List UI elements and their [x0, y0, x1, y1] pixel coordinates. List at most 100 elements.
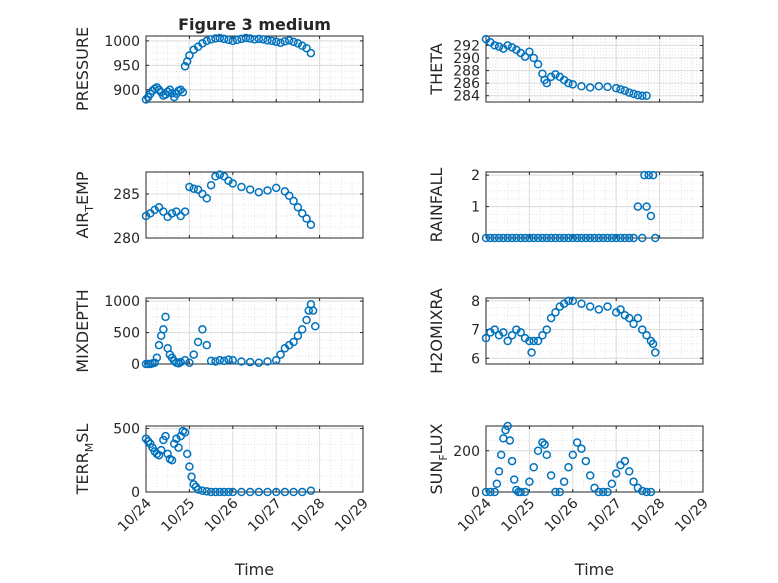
data-point	[492, 479, 502, 488]
data-point	[219, 172, 229, 181]
data-point	[293, 39, 303, 48]
data-point	[624, 88, 634, 97]
y-axis-label: THETA	[427, 43, 446, 95]
data-point	[551, 233, 560, 243]
x-tick-label: 10/28	[289, 496, 329, 536]
y-tick-label: 1000	[104, 34, 140, 50]
data-point	[564, 296, 573, 306]
axes-frame	[485, 35, 704, 103]
data-point	[152, 83, 162, 92]
data-point	[156, 445, 166, 455]
data-point	[577, 82, 586, 91]
data-point	[154, 85, 164, 95]
data-point	[529, 53, 538, 63]
data-point	[486, 487, 495, 497]
data-point	[211, 34, 220, 43]
data-point	[289, 337, 298, 347]
data-point	[590, 233, 599, 243]
data-point	[280, 37, 290, 46]
data-point	[237, 487, 246, 497]
data-point	[542, 325, 552, 334]
data-point	[150, 358, 159, 367]
data-point	[616, 85, 625, 94]
data-point	[499, 328, 508, 337]
data-point	[538, 233, 547, 243]
data-point	[490, 487, 499, 497]
y-tick-label: 1000	[104, 294, 140, 310]
data-point	[289, 37, 298, 47]
data-point	[237, 357, 246, 366]
data-point	[598, 233, 608, 243]
data-point	[159, 325, 168, 334]
data-point	[245, 487, 255, 497]
data-point	[624, 313, 634, 323]
x-tick-label: 10/24	[115, 495, 155, 535]
data-point	[490, 233, 499, 243]
x-tick-label: 10/29	[672, 496, 712, 536]
series-markers	[481, 34, 651, 100]
data-point	[271, 37, 281, 47]
x-tick-label: 10/24	[455, 495, 495, 535]
data-point	[620, 86, 630, 95]
data-point	[152, 353, 162, 362]
x-tick-label: 10/27	[245, 496, 285, 536]
data-point	[228, 487, 238, 497]
data-point	[215, 170, 225, 179]
data-point	[581, 233, 591, 243]
data-point	[620, 233, 630, 243]
data-point	[161, 312, 170, 322]
data-point	[206, 487, 216, 497]
data-point	[490, 41, 499, 50]
data-point	[267, 36, 277, 46]
series-markers	[141, 300, 320, 369]
data-point	[585, 83, 595, 92]
data-point	[185, 182, 194, 192]
data-point	[254, 487, 264, 497]
data-point	[215, 33, 225, 43]
data-point	[624, 467, 634, 476]
data-point	[284, 36, 294, 45]
data-point	[263, 357, 272, 366]
data-point	[306, 220, 316, 230]
y-tick-label: 500	[113, 326, 140, 342]
x-axis-label: Time	[574, 560, 614, 579]
data-point	[648, 170, 658, 180]
data-point	[193, 185, 203, 194]
data-point	[505, 436, 515, 445]
data-point	[293, 331, 303, 340]
data-point	[616, 233, 625, 243]
data-point	[159, 207, 168, 216]
data-point	[276, 350, 285, 359]
y-axis-label: SUNFLUX	[427, 423, 450, 494]
y-tick-label: 284	[453, 89, 480, 105]
data-point	[637, 91, 647, 100]
data-point	[512, 233, 521, 243]
x-tick-label: 10/26	[202, 495, 242, 535]
data-point	[568, 450, 578, 460]
data-point	[198, 39, 207, 48]
data-point	[529, 463, 538, 472]
y-tick-label: 8	[471, 294, 480, 310]
data-point	[176, 357, 185, 367]
data-point	[193, 337, 203, 347]
data-point	[254, 358, 264, 367]
data-point	[293, 202, 303, 212]
data-point	[198, 325, 207, 334]
data-point	[302, 43, 311, 53]
data-point	[187, 472, 196, 482]
data-point	[308, 306, 318, 315]
data-point	[568, 233, 578, 243]
data-point	[154, 450, 164, 460]
data-point	[167, 456, 177, 465]
data-point	[616, 305, 625, 314]
data-point	[311, 322, 320, 331]
series-markers	[141, 170, 316, 230]
data-point	[637, 325, 647, 334]
data-point	[520, 52, 530, 61]
y-tick-label: 0	[471, 485, 480, 501]
data-point	[297, 41, 307, 51]
data-point	[245, 357, 255, 367]
data-point	[172, 207, 181, 216]
panel-rainfall: 0 1 2 RAINFALL	[427, 168, 704, 247]
